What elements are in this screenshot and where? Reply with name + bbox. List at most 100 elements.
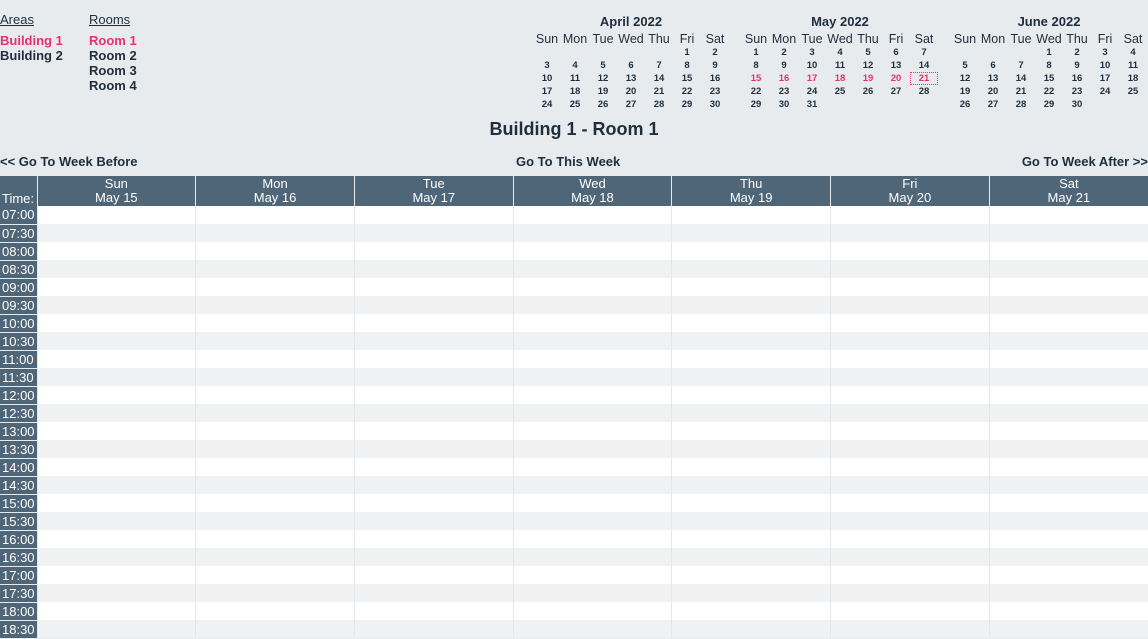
booking-slot[interactable] xyxy=(195,530,355,548)
minical-day[interactable]: 30 xyxy=(1071,99,1083,110)
minical-day[interactable]: 29 xyxy=(681,99,693,110)
booking-slot[interactable] xyxy=(195,368,355,386)
week-before-link[interactable]: << Go To Week Before xyxy=(0,154,138,169)
booking-slot[interactable] xyxy=(988,350,1148,368)
booking-slot[interactable] xyxy=(988,494,1148,512)
booking-slot[interactable] xyxy=(512,296,672,314)
booking-slot[interactable] xyxy=(353,422,514,440)
booking-slot[interactable] xyxy=(830,278,990,296)
minical-day[interactable]: 3 xyxy=(544,60,550,71)
booking-slot[interactable] xyxy=(512,548,672,566)
minical-day[interactable]: 23 xyxy=(709,86,721,97)
booking-slot[interactable] xyxy=(830,224,990,242)
minical-day[interactable]: 24 xyxy=(806,86,818,97)
minical-day[interactable]: 25 xyxy=(1127,86,1139,97)
minical-day[interactable]: 6 xyxy=(628,60,634,71)
minical-day[interactable]: 14 xyxy=(918,60,930,71)
booking-slot[interactable] xyxy=(830,584,990,602)
booking-slot[interactable] xyxy=(512,440,672,458)
minical-day[interactable]: 3 xyxy=(1102,47,1108,58)
booking-slot[interactable] xyxy=(671,368,831,386)
booking-slot[interactable] xyxy=(195,440,355,458)
booking-slot[interactable] xyxy=(671,278,831,296)
minical-day[interactable]: 6 xyxy=(893,47,899,58)
minical-day[interactable]: 27 xyxy=(625,99,637,110)
minical-day[interactable]: 17 xyxy=(806,73,818,84)
booking-slot[interactable] xyxy=(36,206,196,224)
booking-slot[interactable] xyxy=(353,332,514,350)
minical-day[interactable]: 5 xyxy=(865,47,871,58)
minical-day[interactable]: 15 xyxy=(750,73,762,84)
booking-slot[interactable] xyxy=(36,296,196,314)
booking-slot[interactable] xyxy=(353,224,514,242)
minical-day[interactable]: 28 xyxy=(918,86,930,97)
booking-slot[interactable] xyxy=(36,530,196,548)
minical-day[interactable]: 11 xyxy=(834,60,846,71)
booking-slot[interactable] xyxy=(195,620,355,638)
day-column-header[interactable]: Tue May 17 xyxy=(353,176,514,206)
booking-slot[interactable] xyxy=(353,368,514,386)
minical-day[interactable]: 11 xyxy=(569,73,581,84)
minical-day[interactable]: 19 xyxy=(862,73,874,84)
booking-slot[interactable] xyxy=(830,350,990,368)
booking-slot[interactable] xyxy=(36,332,196,350)
minical-day[interactable]: 2 xyxy=(1074,47,1080,58)
minical-day[interactable]: 11 xyxy=(1127,60,1139,71)
booking-slot[interactable] xyxy=(988,260,1148,278)
minical-day[interactable]: 20 xyxy=(987,86,999,97)
booking-slot[interactable] xyxy=(195,512,355,530)
booking-slot[interactable] xyxy=(671,332,831,350)
day-column-header[interactable]: Mon May 16 xyxy=(195,176,355,206)
booking-slot[interactable] xyxy=(988,296,1148,314)
booking-slot[interactable] xyxy=(195,206,355,224)
minical-day[interactable]: 3 xyxy=(809,47,815,58)
minical-day[interactable]: 22 xyxy=(1043,86,1055,97)
booking-slot[interactable] xyxy=(36,242,196,260)
booking-slot[interactable] xyxy=(36,512,196,530)
booking-slot[interactable] xyxy=(36,494,196,512)
booking-slot[interactable] xyxy=(512,566,672,584)
booking-slot[interactable] xyxy=(512,530,672,548)
minical-day[interactable]: 1 xyxy=(1046,47,1052,58)
booking-slot[interactable] xyxy=(988,530,1148,548)
booking-slot[interactable] xyxy=(988,386,1148,404)
booking-slot[interactable] xyxy=(195,494,355,512)
minical-day[interactable]: 15 xyxy=(1043,73,1055,84)
booking-slot[interactable] xyxy=(36,548,196,566)
minical-day[interactable]: 25 xyxy=(834,86,846,97)
minical-day[interactable]: 7 xyxy=(656,60,662,71)
booking-slot[interactable] xyxy=(830,242,990,260)
minical-day[interactable]: 21 xyxy=(1015,86,1027,97)
booking-slot[interactable] xyxy=(988,278,1148,296)
minical-day[interactable]: 21 xyxy=(910,72,938,85)
booking-slot[interactable] xyxy=(512,350,672,368)
booking-slot[interactable] xyxy=(36,620,196,638)
minical-day[interactable]: 12 xyxy=(959,73,971,84)
booking-slot[interactable] xyxy=(195,548,355,566)
booking-slot[interactable] xyxy=(36,404,196,422)
booking-slot[interactable] xyxy=(830,206,990,224)
booking-slot[interactable] xyxy=(195,278,355,296)
booking-slot[interactable] xyxy=(671,548,831,566)
booking-slot[interactable] xyxy=(512,620,672,638)
booking-slot[interactable] xyxy=(671,350,831,368)
booking-slot[interactable] xyxy=(671,440,831,458)
booking-slot[interactable] xyxy=(988,458,1148,476)
booking-slot[interactable] xyxy=(671,386,831,404)
booking-slot[interactable] xyxy=(195,602,355,620)
room-item-3[interactable]: Room 3 xyxy=(89,63,137,78)
room-item-4[interactable]: Room 4 xyxy=(89,78,137,93)
booking-slot[interactable] xyxy=(195,404,355,422)
minical-day[interactable]: 19 xyxy=(597,86,609,97)
booking-slot[interactable] xyxy=(671,566,831,584)
minical-day[interactable]: 18 xyxy=(834,73,846,84)
booking-slot[interactable] xyxy=(988,422,1148,440)
booking-slot[interactable] xyxy=(830,602,990,620)
booking-slot[interactable] xyxy=(512,314,672,332)
booking-slot[interactable] xyxy=(512,602,672,620)
minical-day[interactable]: 16 xyxy=(709,73,721,84)
booking-slot[interactable] xyxy=(671,512,831,530)
minical-day[interactable]: 10 xyxy=(1099,60,1111,71)
minical-day[interactable]: 27 xyxy=(987,99,999,110)
booking-slot[interactable] xyxy=(353,386,514,404)
